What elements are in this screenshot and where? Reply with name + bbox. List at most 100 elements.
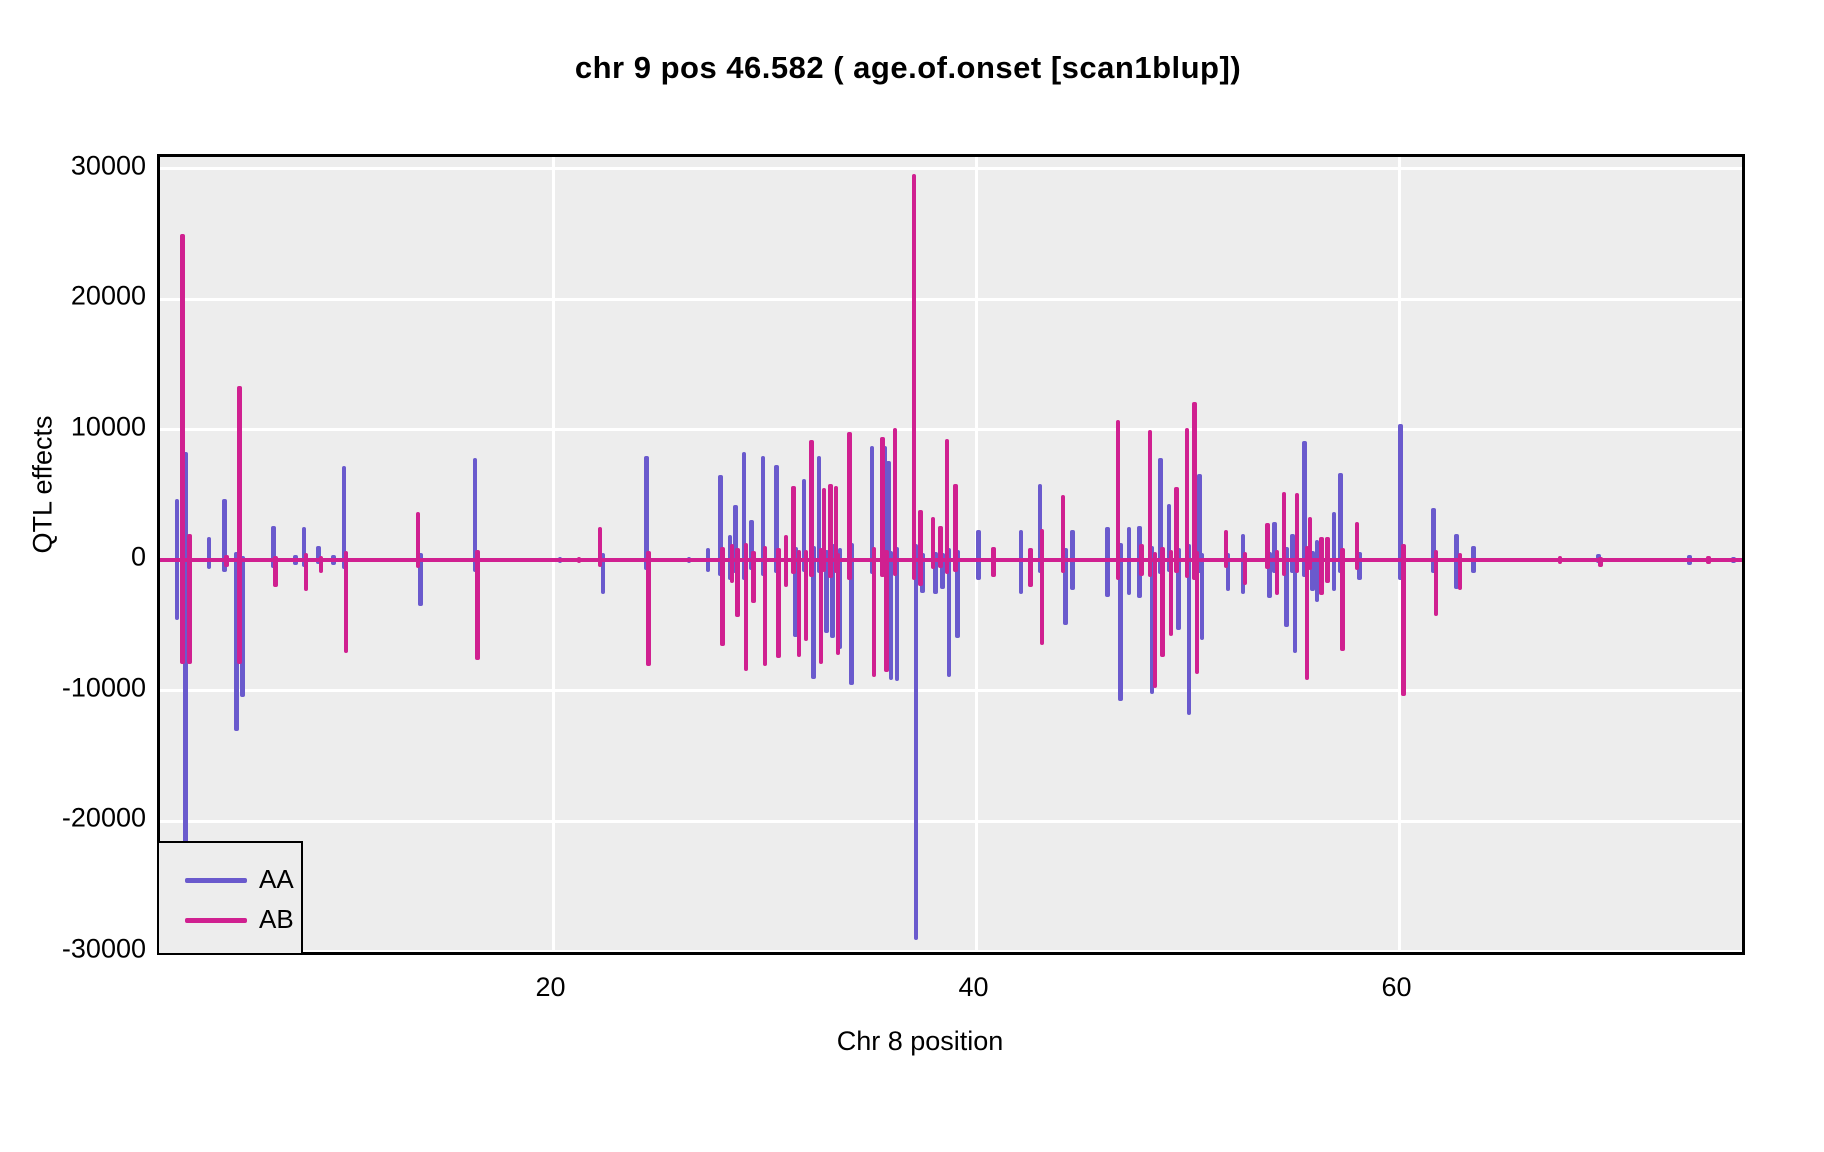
- gridline-horizontal: [160, 689, 1742, 692]
- qtl-effect-segment-ab: [791, 485, 796, 575]
- qtl-effect-segment-aa: [1290, 533, 1295, 574]
- gridline-vertical: [552, 157, 555, 952]
- qtl-effect-segment-aa: [811, 545, 816, 679]
- qtl-effect-segment-aa: [341, 466, 347, 570]
- qtl-effect-segment-aa: [869, 446, 875, 575]
- qtl-effect-segment-aa: [1267, 552, 1272, 598]
- qtl-effect-segment-ab: [1028, 548, 1033, 588]
- y-tick-label: 30000: [70, 150, 146, 180]
- gridline-horizontal: [160, 819, 1742, 823]
- qtl-effect-segment-ab: [847, 432, 852, 580]
- qtl-effect-segment-aa: [1176, 548, 1181, 631]
- qtl-effect-segment-aa: [418, 553, 423, 606]
- qtl-effect-segment-aa: [913, 544, 919, 940]
- qtl-effect-segment-aa: [1302, 441, 1307, 577]
- qtl-effect-segment-aa: [1199, 553, 1205, 640]
- qtl-effect-segment-ab: [809, 439, 814, 577]
- qtl-effect-segment-aa: [1149, 545, 1155, 695]
- legend-line-ab: [185, 918, 247, 923]
- qtl-effect-segment-aa: [1118, 543, 1123, 701]
- qtl-effect-segment-aa: [644, 455, 649, 571]
- qtl-effect-segment-aa: [849, 543, 854, 686]
- qtl-effect-segment-aa: [1338, 472, 1343, 574]
- qtl-effect-segment-ab: [1194, 550, 1200, 674]
- qtl-effect-segment-aa: [316, 545, 321, 564]
- qtl-effect-segment-aa: [1331, 511, 1337, 592]
- qtl-effect-segment-ab: [1340, 548, 1345, 652]
- qtl-effect-segment-aa: [1310, 550, 1315, 592]
- qtl-effect-segment-ab: [1060, 494, 1066, 574]
- qtl-effect-segment-ab: [1174, 486, 1179, 574]
- gridline-horizontal: [160, 297, 1742, 301]
- qtl-effect-segment-aa: [301, 527, 307, 567]
- qtl-effect-segment-aa: [1225, 553, 1231, 592]
- qtl-effect-segment-aa: [837, 548, 843, 649]
- qtl-effect-segment-ab: [1294, 493, 1300, 574]
- qtl-effect-segment-ab: [991, 546, 996, 577]
- y-tick-label: 10000: [70, 411, 146, 441]
- legend-line-aa: [185, 878, 247, 883]
- y-tick-label: 20000: [70, 280, 146, 311]
- qtl-effect-segment-aa: [1197, 473, 1202, 574]
- qtl-effect-segment-ab: [938, 526, 943, 568]
- qtl-effect-segment-ab: [415, 511, 421, 568]
- legend-label-ab: AB: [259, 904, 294, 934]
- qtl-effect-segment-ab: [1115, 420, 1121, 580]
- legend-label-aa: AA: [259, 864, 294, 894]
- qtl-effect-segment-aa: [946, 548, 952, 678]
- qtl-effect-segment-aa: [1431, 507, 1436, 574]
- qtl-effect-segment-ab: [930, 516, 936, 570]
- qtl-effect-segment-aa: [1272, 522, 1277, 574]
- qtl-effect-segment-ab: [871, 546, 877, 678]
- qtl-effect-segment-aa: [240, 556, 245, 698]
- qtl-effect-segment-ab: [1319, 536, 1324, 596]
- qtl-effect-segment-ab: [803, 549, 809, 641]
- qtl-effect-segment-ab: [273, 556, 278, 588]
- qtl-effect-segment-aa: [1284, 546, 1289, 627]
- qtl-effect-segment-ab: [1039, 528, 1045, 645]
- qtl-effect-segment-ab: [1168, 549, 1174, 636]
- qtl-effect-segment-aa: [234, 552, 239, 731]
- qtl-effect-segment-ab: [880, 437, 885, 577]
- x-tick-label: 20: [535, 972, 566, 1002]
- qtl-effect-segment-ab: [1242, 552, 1248, 585]
- qtl-effect-segment-ab: [735, 548, 740, 618]
- qtl-effect-segment-ab: [776, 548, 781, 658]
- qtl-effect-segment-ab: [818, 548, 824, 665]
- qtl-effect-segment-ab: [821, 488, 827, 572]
- qtl-effect-segment-ab: [1457, 553, 1463, 590]
- qtl-effect-segment-ab: [911, 173, 917, 580]
- qtl-effect-segment-ab: [828, 484, 833, 579]
- qtl-effect-segment-aa: [206, 536, 211, 570]
- qtl-effect-segment-ab: [343, 550, 349, 653]
- qtl-effect-segment-ab: [762, 545, 768, 666]
- qtl-effect-segment-ab: [796, 549, 802, 657]
- qtl-effect-segment-ab: [1354, 522, 1360, 571]
- qtl-effect-segment-aa: [733, 505, 738, 574]
- qtl-effect-segment-aa: [183, 451, 188, 845]
- qtl-effect-segment-ab: [646, 550, 651, 666]
- qtl-effect-segment-aa: [1357, 552, 1362, 580]
- qtl-effect-segment-aa: [888, 550, 894, 681]
- qtl-effect-segment-ab: [1557, 556, 1563, 564]
- qtl-effect-segment-aa: [472, 458, 478, 572]
- qtl-effect-segment-aa: [1741, 445, 1742, 567]
- qtl-effect-segment-ab: [1192, 402, 1197, 580]
- y-tick-label: -30000: [61, 933, 146, 963]
- qtl-effect-segment-aa: [1398, 424, 1403, 580]
- qtl-effect-segment-ab: [318, 556, 324, 574]
- qtl-effect-segment-ab: [729, 544, 735, 584]
- qtl-effect-segment-aa: [760, 455, 766, 576]
- qtl-effect-segment-aa: [749, 519, 754, 571]
- qtl-effect-segment-aa: [1292, 553, 1298, 653]
- qtl-effect-segment-ab: [1223, 529, 1229, 568]
- qtl-effect-segment-aa: [824, 549, 829, 634]
- qtl-effect-segment-aa: [816, 455, 822, 574]
- qtl-effect-segment-ab: [720, 546, 725, 647]
- qtl-effect-segment-ab: [303, 553, 309, 592]
- qtl-effect-segment-ab: [1281, 492, 1287, 576]
- qtl-effect-segment-ab: [944, 438, 950, 575]
- legend-box: AA AB: [157, 841, 303, 955]
- qtl-effect-segment-aa: [222, 498, 227, 572]
